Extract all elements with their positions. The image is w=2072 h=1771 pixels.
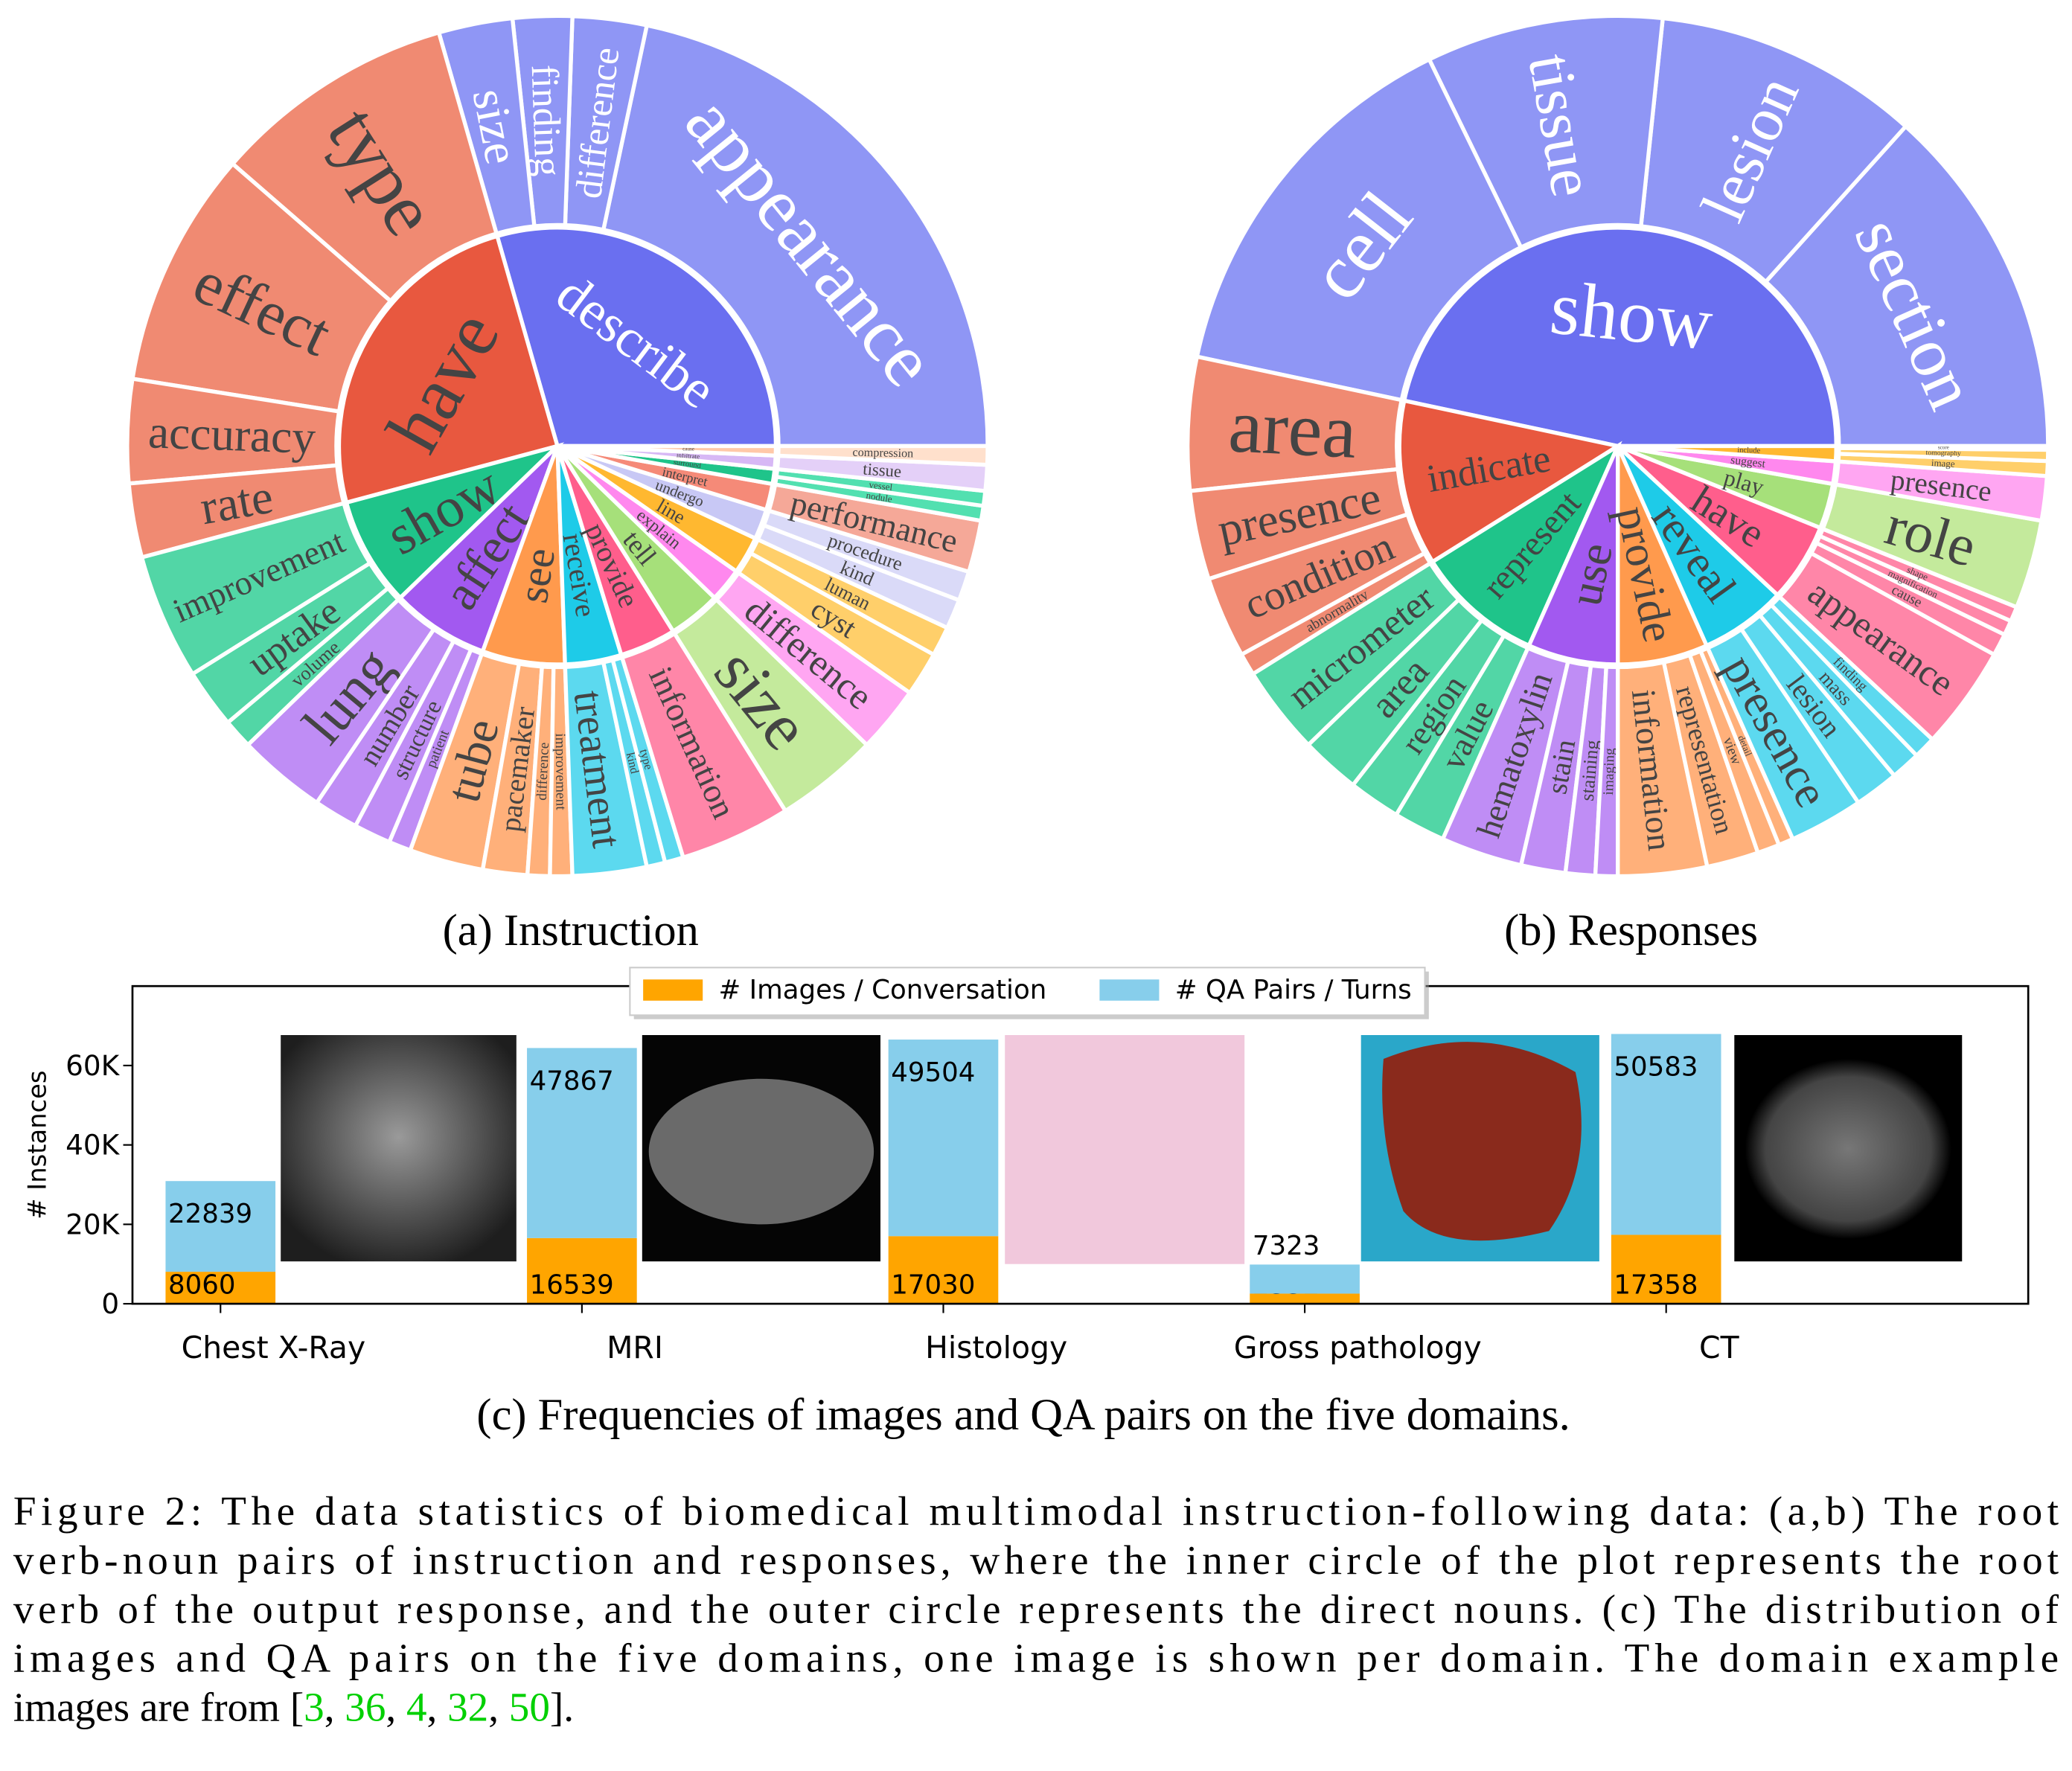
caption-text: , [324, 1684, 345, 1729]
bar-segment [527, 1048, 637, 1238]
inner-segment [557, 443, 778, 458]
outer-segment [229, 30, 499, 304]
y-tick-label: 40K [65, 1129, 121, 1162]
x-tick-label: CT [1699, 1330, 1740, 1365]
legend: # Images / Conversation # QA Pairs / Turn… [629, 967, 1429, 1019]
outer-segment [1638, 16, 1909, 285]
bar-segment [1611, 1234, 1721, 1304]
bar-segment [1250, 1293, 1360, 1304]
outer-label: score [1938, 444, 1949, 450]
subtitle: (c) Frequencies of images and QA pairs o… [476, 1390, 1570, 1440]
legend-box [629, 967, 1426, 1016]
value-label: 17358 [1614, 1270, 1698, 1301]
y-axis-label: # Instances [22, 1070, 51, 1219]
outer-label: finding [523, 64, 569, 177]
outer-label: imaging [1601, 748, 1618, 795]
outer-label: difference [534, 742, 552, 801]
inner-segment [1430, 441, 1622, 649]
caption-line: verb of the output response, and the out… [13, 1586, 2059, 1632]
citation: 4 [406, 1684, 427, 1729]
histology-image [1005, 1035, 1245, 1264]
inner-label: show [1547, 265, 1717, 366]
subtitle: (b) Responses [1504, 906, 1758, 955]
subtitle: (a) Instruction [443, 906, 699, 955]
chest-xray-image [281, 1035, 517, 1262]
inner-label: use [1558, 539, 1622, 610]
bar-segment [1250, 1264, 1360, 1294]
value-label: 17030 [891, 1270, 975, 1301]
legend-label: # QA Pairs / Turns [1175, 975, 1412, 1005]
caption-line: verb-noun pairs of instruction and respo… [13, 1537, 2059, 1583]
caption-text: images are from [ [13, 1684, 304, 1729]
caption-text: ]. [550, 1684, 574, 1729]
ct-image-detail [1745, 1059, 1952, 1239]
value-label: 8060 [168, 1270, 236, 1301]
legend-label: # Images / Conversation [719, 975, 1047, 1005]
y-tick-label: 0 [101, 1287, 119, 1320]
caption-text: , [386, 1684, 406, 1729]
inner-label: include [1737, 446, 1761, 455]
value-label: 16539 [530, 1270, 614, 1301]
value-label: 47867 [530, 1066, 614, 1096]
x-tick-label: Gross pathology [1234, 1330, 1482, 1365]
outer-segment [1426, 13, 1666, 251]
outer-segment [601, 22, 990, 449]
outer-label: area [1227, 383, 1358, 475]
inner-label: cause [682, 446, 694, 452]
outer-segment [130, 161, 394, 414]
inner-segment [336, 234, 560, 505]
bar-segment [1611, 1034, 1721, 1235]
outer-label: improvement [552, 733, 569, 810]
citation: 32 [447, 1684, 488, 1729]
caption-text: , [488, 1684, 509, 1729]
legend-swatch [1099, 979, 1160, 1001]
inner-segment [1397, 398, 1623, 565]
y-tick-label: 60K [65, 1049, 121, 1082]
x-tick-label: MRI [607, 1330, 663, 1365]
caption-line: images are from [3, 36, 4, 32, 50]. [13, 1684, 574, 1729]
value-label: 7323 [1253, 1231, 1320, 1261]
legend-swatch [643, 979, 703, 1001]
outer-label: accuracy [147, 406, 317, 464]
inner-segment [1401, 225, 1838, 449]
inner-segment [397, 444, 560, 654]
example-images [281, 1035, 1963, 1264]
caption-text: , [427, 1684, 448, 1729]
bar-segment [165, 1181, 276, 1272]
outer-label: tomography [1925, 449, 1961, 458]
outer-label: tissue [863, 459, 903, 481]
value-label: 22839 [168, 1199, 252, 1229]
inner-segment [1617, 443, 1838, 464]
bar-segment [888, 1040, 999, 1237]
citation: 3 [304, 1684, 324, 1729]
citation: 36 [345, 1684, 386, 1729]
inner-segment [494, 225, 778, 449]
gross-pathology-image-detail [1382, 1042, 1582, 1241]
value-label: 49504 [891, 1057, 975, 1088]
outer-label: image [1931, 457, 1956, 470]
inner-label: suggest [1730, 454, 1766, 471]
y-tick-label: 20K [65, 1208, 121, 1240]
caption-line: Figure 2: The data statistics of biomedi… [13, 1488, 2059, 1534]
outer-label: compression [852, 446, 913, 461]
bar-segment [888, 1236, 999, 1304]
inner-label: see [510, 545, 565, 606]
mri-image-detail [648, 1078, 874, 1225]
citation: 50 [509, 1684, 550, 1729]
value-label: 50583 [1614, 1052, 1698, 1083]
caption-line: images and QA pairs on the five domains,… [13, 1636, 2059, 1681]
inner-segment [344, 442, 565, 601]
outer-segment [1195, 57, 1524, 403]
x-tick-label: Chest X-Ray [182, 1330, 366, 1365]
bar-segment [527, 1237, 637, 1304]
x-tick-label: Histology [925, 1330, 1067, 1365]
outer-segment [1837, 443, 2050, 452]
bar-segment [165, 1272, 276, 1304]
outer-segment [776, 443, 990, 467]
